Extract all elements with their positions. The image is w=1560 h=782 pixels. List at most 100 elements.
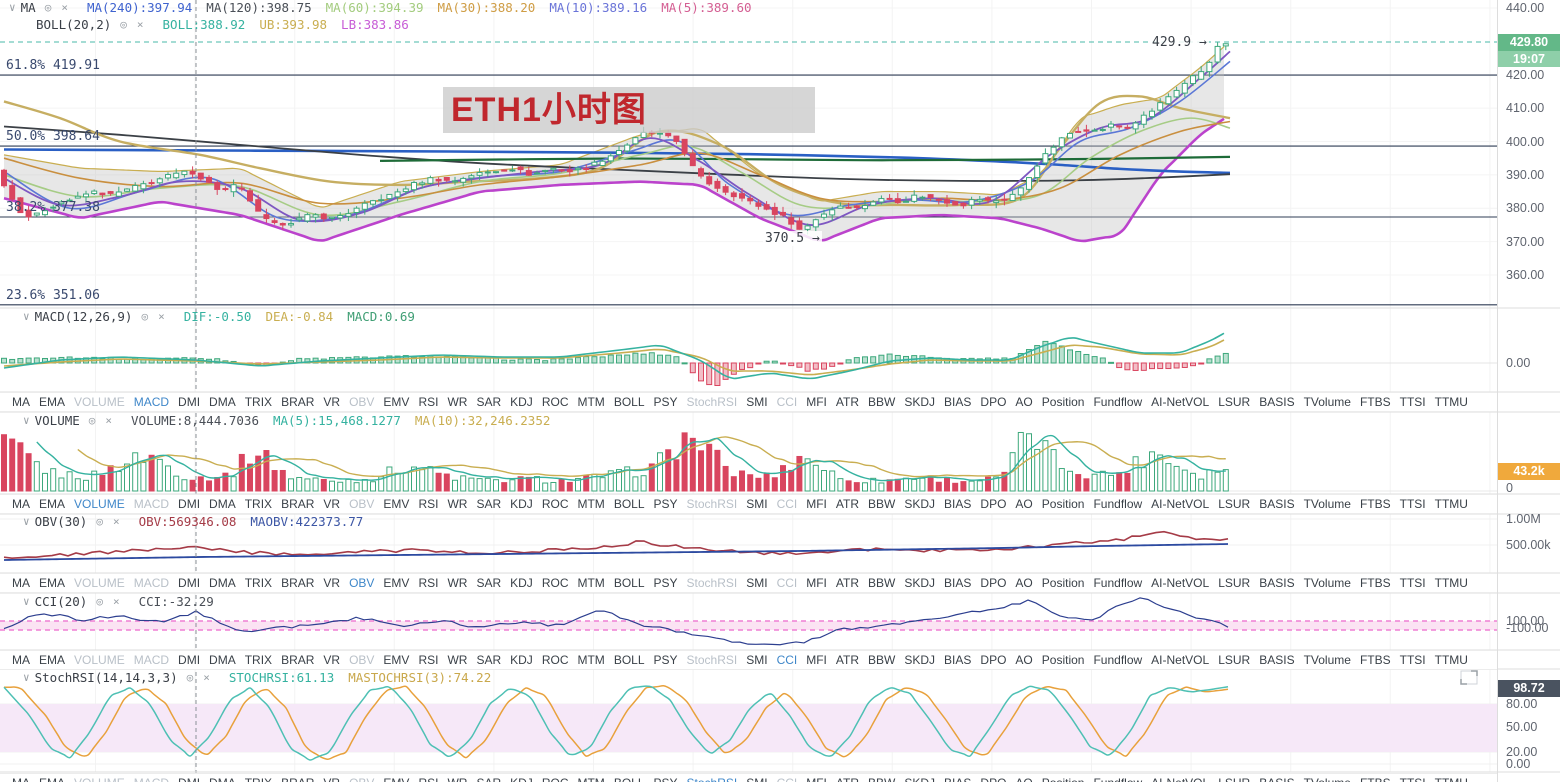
tab-basis[interactable]: BASIS (1259, 776, 1294, 782)
tab-bias[interactable]: BIAS (944, 395, 972, 409)
tab-macd[interactable]: MACD (133, 653, 170, 667)
tab-roc[interactable]: ROC (541, 395, 569, 409)
close-icon[interactable]: × (61, 1, 68, 14)
tab-dma[interactable]: DMA (209, 576, 236, 590)
tab-brar[interactable]: BRAR (281, 576, 315, 590)
tab-ttsi[interactable]: TTSI (1399, 653, 1426, 667)
tab-ftbs[interactable]: FTBS (1359, 653, 1391, 667)
collapse-icon[interactable]: ∨ (23, 414, 30, 427)
tab-volume[interactable]: VOLUME (74, 497, 125, 511)
tab-smi[interactable]: SMI (746, 576, 768, 590)
tab-bbw[interactable]: BBW (868, 653, 896, 667)
collapse-icon[interactable]: ∨ (23, 310, 30, 323)
tab-emv[interactable]: EMV (383, 576, 410, 590)
tab-atr[interactable]: ATR (836, 776, 859, 782)
tab-dma[interactable]: DMA (209, 395, 236, 409)
tab-ema[interactable]: EMA (39, 497, 66, 511)
tab-bbw[interactable]: BBW (868, 776, 895, 782)
tab-skdj[interactable]: SKDJ (904, 776, 935, 782)
tab-macd[interactable]: MACD (133, 497, 170, 511)
close-icon[interactable]: × (136, 18, 144, 31)
tab-ttmu[interactable]: TTMU (1435, 776, 1468, 782)
tab-bbw[interactable]: BBW (868, 497, 896, 511)
tab-position[interactable]: Position (1041, 653, 1085, 667)
tab-psy[interactable]: PSY (653, 576, 678, 590)
collapse-icon[interactable]: ∨ (23, 671, 30, 684)
tab-kdj[interactable]: KDJ (510, 653, 533, 667)
tab-ma[interactable]: MA (12, 653, 30, 667)
tab-fundflow[interactable]: Fundflow (1093, 653, 1143, 667)
tab-tvolume[interactable]: TVolume (1303, 395, 1351, 409)
tab-stochrsi[interactable]: StochRSI (686, 576, 738, 590)
tab-ema[interactable]: EMA (39, 576, 66, 590)
tab-psy[interactable]: PSY (653, 653, 678, 667)
tab-sar[interactable]: SAR (476, 653, 502, 667)
tab-smi[interactable]: SMI (746, 776, 767, 782)
tab-volume[interactable]: VOLUME (74, 653, 125, 667)
tab-bias[interactable]: BIAS (944, 653, 972, 667)
tab-obv[interactable]: OBV (349, 776, 374, 782)
tab-mfi[interactable]: MFI (806, 776, 827, 782)
tab-brar[interactable]: BRAR (281, 395, 315, 409)
tab-wr[interactable]: WR (447, 395, 468, 409)
tab-atr[interactable]: ATR (835, 653, 860, 667)
tab-emv[interactable]: EMV (383, 776, 409, 782)
tab-tvolume[interactable]: TVolume (1303, 653, 1351, 667)
tab-ma[interactable]: MA (12, 395, 30, 409)
tab-position[interactable]: Position (1041, 497, 1085, 511)
tab-fundflow[interactable]: Fundflow (1093, 576, 1143, 590)
tab-boll[interactable]: BOLL (613, 653, 645, 667)
tab-sar[interactable]: SAR (476, 395, 502, 409)
tab-ma[interactable]: MA (12, 576, 30, 590)
tab-smi[interactable]: SMI (746, 497, 768, 511)
close-icon[interactable]: × (112, 595, 120, 608)
tab-vr[interactable]: VR (323, 776, 340, 782)
collapse-icon[interactable]: ∨ (9, 1, 16, 14)
tab-ai-netvol[interactable]: AI-NetVOL (1151, 576, 1210, 590)
tab-wr[interactable]: WR (447, 576, 468, 590)
tab-dmi[interactable]: DMI (178, 576, 201, 590)
tab-vr[interactable]: VR (323, 576, 341, 590)
tab-brar[interactable]: BRAR (281, 497, 315, 511)
tab-vr[interactable]: VR (323, 497, 341, 511)
tab-ao[interactable]: AO (1015, 395, 1033, 409)
tab-position[interactable]: Position (1042, 776, 1085, 782)
tab-ttsi[interactable]: TTSI (1399, 497, 1426, 511)
tab-mtm[interactable]: MTM (577, 497, 605, 511)
tab-fundflow[interactable]: Fundflow (1093, 497, 1143, 511)
tab-ai-netvol[interactable]: AI-NetVOL (1151, 497, 1210, 511)
tab-dpo[interactable]: DPO (980, 497, 1007, 511)
tab-ema[interactable]: EMA (39, 776, 65, 782)
tab-ttsi[interactable]: TTSI (1399, 576, 1426, 590)
tab-dmi[interactable]: DMI (178, 497, 201, 511)
tab-boll[interactable]: BOLL (614, 776, 645, 782)
tab-ttsi[interactable]: TTSI (1399, 395, 1426, 409)
tab-volume[interactable]: VOLUME (74, 776, 125, 782)
tab-skdj[interactable]: SKDJ (904, 395, 936, 409)
tab-ao[interactable]: AO (1015, 497, 1033, 511)
settings-icon[interactable]: ◎ (96, 515, 103, 528)
settings-icon[interactable]: ◎ (141, 310, 149, 323)
tab-fundflow[interactable]: Fundflow (1093, 776, 1142, 782)
tab-ftbs[interactable]: FTBS (1359, 395, 1391, 409)
tab-dma[interactable]: DMA (209, 653, 236, 667)
tab-basis[interactable]: BASIS (1259, 653, 1295, 667)
tab-basis[interactable]: BASIS (1259, 395, 1295, 409)
tab-stochrsi[interactable]: StochRSI (686, 497, 738, 511)
expand-panel-icon[interactable] (1458, 669, 1480, 687)
tab-mfi[interactable]: MFI (806, 395, 827, 409)
tab-psy[interactable]: PSY (654, 776, 678, 782)
tab-mtm[interactable]: MTM (577, 653, 605, 667)
tab-lsur[interactable]: LSUR (1218, 653, 1251, 667)
tab-bbw[interactable]: BBW (868, 395, 896, 409)
tab-atr[interactable]: ATR (835, 395, 860, 409)
tab-obv[interactable]: OBV (349, 497, 375, 511)
tab-obv[interactable]: OBV (349, 576, 375, 590)
settings-icon[interactable]: ◎ (186, 671, 194, 684)
tab-emv[interactable]: EMV (383, 395, 410, 409)
tab-dmi[interactable]: DMI (178, 395, 201, 409)
tab-position[interactable]: Position (1041, 576, 1085, 590)
tab-wr[interactable]: WR (447, 776, 467, 782)
tab-wr[interactable]: WR (447, 497, 468, 511)
tab-kdj[interactable]: KDJ (510, 576, 533, 590)
